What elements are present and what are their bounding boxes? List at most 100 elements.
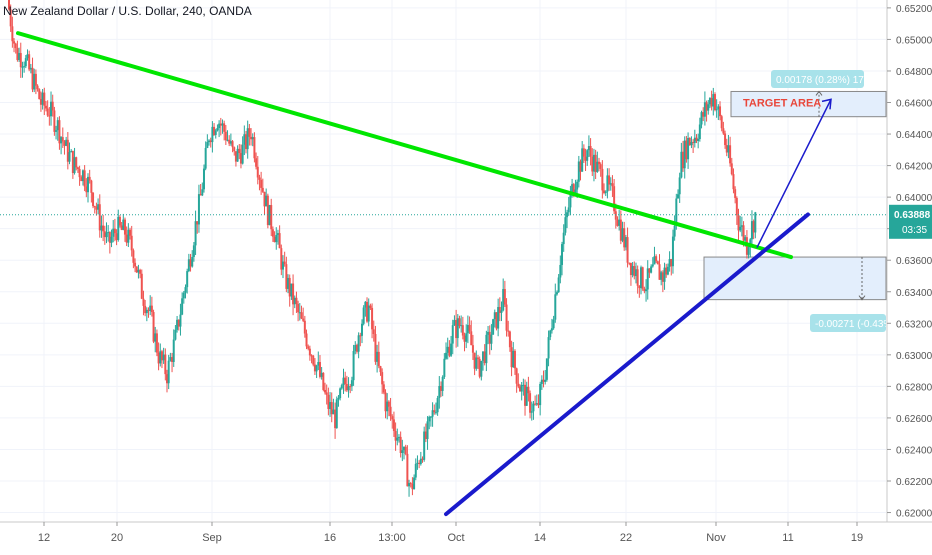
candle-down <box>250 136 253 140</box>
candle-up <box>68 152 71 162</box>
candle-up <box>712 94 715 107</box>
candle-up <box>653 256 656 265</box>
candle-up <box>354 345 357 352</box>
candle-up <box>386 401 389 412</box>
candle-up <box>191 256 194 267</box>
candle-up <box>154 333 157 342</box>
candle-up <box>416 462 419 464</box>
candle-down <box>379 366 382 373</box>
candle-up <box>450 343 453 356</box>
candle-down <box>658 264 661 280</box>
candle-down <box>399 436 402 453</box>
candle-up <box>187 259 190 272</box>
price-tick-label: 0.62400 <box>896 445 932 456</box>
candle-down <box>355 345 358 352</box>
candle-down <box>626 237 629 263</box>
candle-up <box>680 151 683 178</box>
candle-down <box>513 350 516 369</box>
candle-down <box>661 272 664 282</box>
candle-down <box>483 351 486 364</box>
candle-up <box>21 66 24 68</box>
candle-down <box>80 177 83 182</box>
candle-down <box>534 403 537 405</box>
candle-up <box>214 130 217 135</box>
measure-up-label-bg <box>771 70 864 88</box>
candle-down <box>613 186 616 212</box>
candle-up <box>408 483 411 487</box>
candle-down <box>710 98 713 107</box>
candle-up <box>335 399 338 429</box>
candle-down <box>223 123 226 132</box>
candle-down <box>611 183 614 187</box>
candle-up <box>251 137 254 140</box>
candle-up <box>697 139 700 141</box>
trend-lines <box>0 31 886 517</box>
candle-down <box>498 307 501 313</box>
target-area-label: TARGET AREA <box>743 97 821 109</box>
price-tick-label: 0.62000 <box>896 509 932 520</box>
candle-up <box>561 244 564 265</box>
candle-down <box>424 431 427 440</box>
candle-down <box>308 348 311 356</box>
candle-up <box>367 305 370 322</box>
candle-down <box>382 384 385 393</box>
candle-up <box>502 289 505 311</box>
candle-up <box>169 357 172 361</box>
candle-down <box>524 384 527 406</box>
candle-down <box>374 333 377 362</box>
candle-down <box>273 236 276 243</box>
annotation-labels: TARGET AREA 0.00178 (0.28%) 17.8 -0.00271 … <box>743 70 892 332</box>
candle-down <box>142 298 145 306</box>
candle-down <box>369 305 372 308</box>
candle-down <box>589 146 592 157</box>
candle-up <box>41 92 44 105</box>
candle-up <box>717 106 720 110</box>
candle-down <box>648 268 651 273</box>
candle-down <box>643 288 646 292</box>
candle-down <box>120 225 123 230</box>
candle-down <box>345 383 348 391</box>
candle-up <box>434 412 437 414</box>
candle-up <box>347 386 350 391</box>
price-tick-label: 0.62800 <box>896 382 932 393</box>
candle-up <box>112 228 115 237</box>
candle-down <box>253 137 256 159</box>
time-tick-label: 19 <box>851 532 863 544</box>
candle-down <box>280 248 283 270</box>
candle-up <box>678 177 681 195</box>
candle-down <box>695 137 698 141</box>
candle-up <box>201 189 204 196</box>
price-tick-label: 0.64200 <box>896 162 932 173</box>
candle-up <box>520 385 523 392</box>
candle-up <box>671 236 674 267</box>
candle-up <box>364 301 367 308</box>
candle-down <box>344 377 347 384</box>
candle-up <box>23 66 26 68</box>
candle-down <box>463 335 466 342</box>
candle-up <box>708 98 711 105</box>
candle-up <box>105 232 108 238</box>
candle-up <box>443 358 446 377</box>
candle-down <box>31 67 34 90</box>
candle-up <box>29 67 32 70</box>
candle-down <box>614 211 617 220</box>
candle-up <box>609 183 612 185</box>
candle-down <box>228 139 231 144</box>
candle-down <box>448 346 451 356</box>
candle-down <box>392 419 395 432</box>
candle-down <box>11 26 14 42</box>
price-tick-label: 0.64400 <box>896 130 932 141</box>
candle-down <box>324 389 327 393</box>
candle-up <box>544 379 547 382</box>
candle-down <box>488 331 491 344</box>
candle-down <box>702 112 705 117</box>
candle-up <box>749 239 752 248</box>
candle-up <box>525 386 528 406</box>
candle-up <box>660 272 663 280</box>
candle-down <box>473 352 476 369</box>
candle-up <box>693 137 696 143</box>
candle-up <box>663 267 666 282</box>
candle-up <box>687 137 690 160</box>
candle-down <box>366 301 369 322</box>
candle-up <box>184 287 187 293</box>
